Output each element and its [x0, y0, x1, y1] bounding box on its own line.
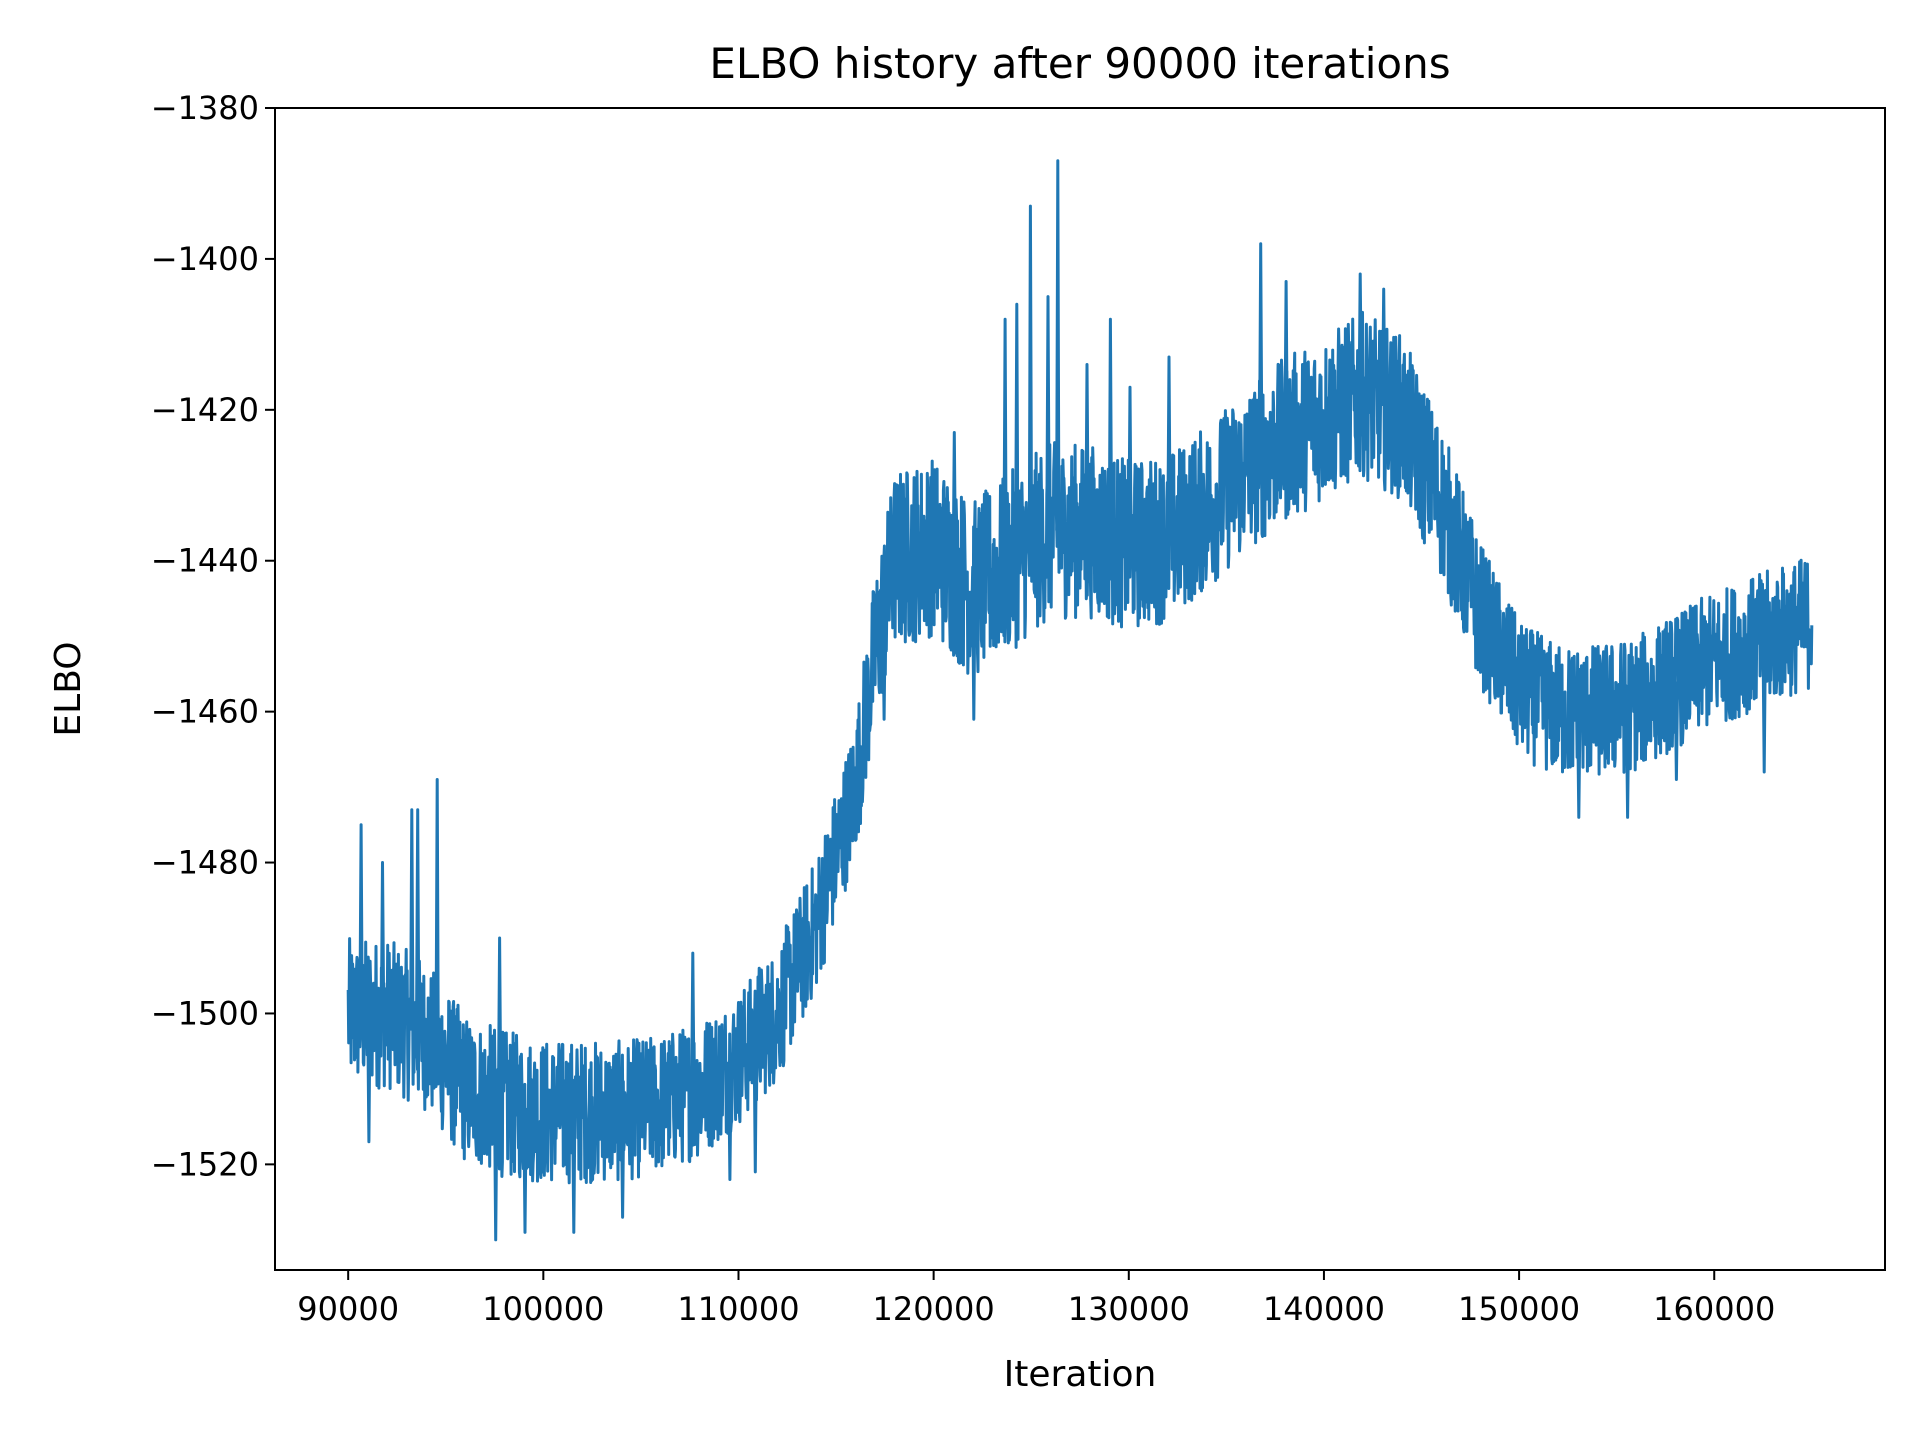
plot-area — [346, 159, 1814, 1242]
y-tick-label: −1480 — [151, 844, 259, 882]
x-tick-label: 150000 — [1458, 1290, 1580, 1328]
y-tick-label: −1520 — [151, 1145, 259, 1183]
y-tick-label: −1420 — [151, 391, 259, 429]
x-tick-label: 90000 — [297, 1290, 399, 1328]
y-tick-label: −1400 — [151, 240, 259, 278]
x-tick-label: 160000 — [1653, 1290, 1775, 1328]
y-tick-label: −1380 — [151, 89, 259, 127]
y-axis: −1520 −1500 −1480 −1460 −1440 −1420 −1400 −1380 — [151, 89, 275, 1183]
x-tick-label: 120000 — [873, 1290, 995, 1328]
x-tick-label: 130000 — [1068, 1290, 1190, 1328]
x-tick-label: 100000 — [482, 1290, 604, 1328]
x-tick-label: 140000 — [1263, 1290, 1385, 1328]
y-tick-label: −1440 — [151, 542, 259, 580]
y-tick-label: −1500 — [151, 994, 259, 1032]
y-axis-label: ELBO — [48, 641, 89, 736]
x-tick-label: 110000 — [677, 1290, 799, 1328]
y-tick-label: −1460 — [151, 693, 259, 731]
chart-title: ELBO history after 90000 iterations — [709, 39, 1450, 88]
elbo-series-line — [346, 159, 1814, 1242]
x-axis: 90000 100000 110000 120000 130000 140000 15000… — [297, 1270, 1775, 1328]
axes-frame — [274, 107, 1886, 1271]
x-axis-label: Iteration — [1004, 1354, 1157, 1395]
